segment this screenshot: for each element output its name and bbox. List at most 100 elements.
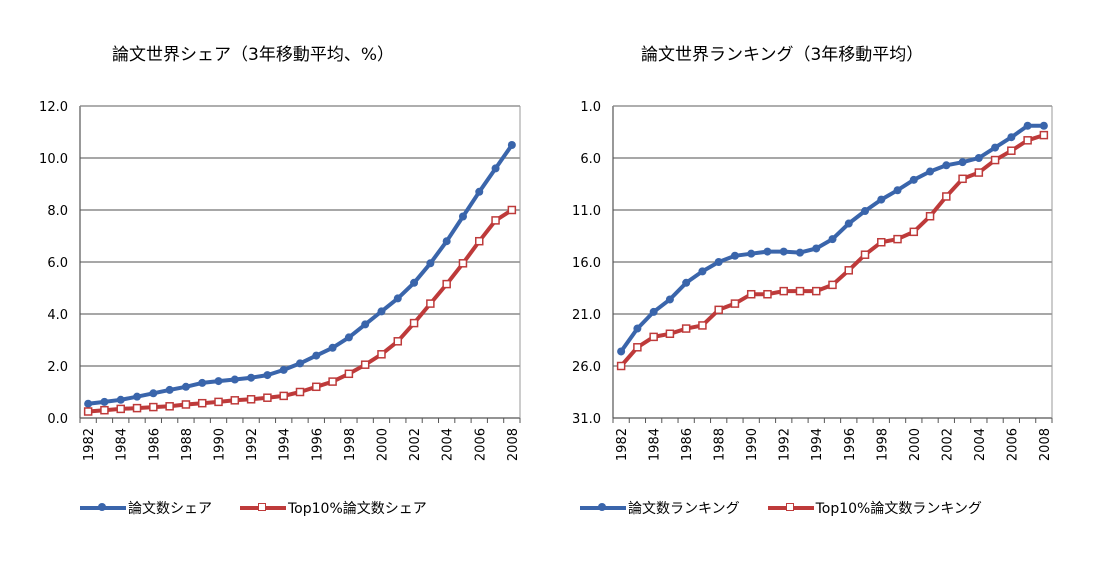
x-tick-label: 1990 xyxy=(745,428,760,461)
data-point xyxy=(909,175,918,184)
data-point xyxy=(165,385,174,394)
legend-label: 論文数シェア xyxy=(128,501,212,517)
data-point xyxy=(779,247,788,256)
data-point xyxy=(149,389,158,398)
x-tick-label: 1996 xyxy=(843,428,858,461)
data-point xyxy=(458,212,467,221)
x-tick-label: 2008 xyxy=(506,428,521,461)
data-point xyxy=(730,251,739,260)
x-tick-label: 2000 xyxy=(908,428,923,461)
data-point xyxy=(116,404,125,414)
x-tick-label: 1994 xyxy=(278,428,293,461)
data-point xyxy=(100,397,109,406)
data-point xyxy=(1007,146,1016,155)
legend-item-paper-share: 論文数シェア xyxy=(80,498,212,518)
left-chart-title: 論文世界シェア（3年移動平均、%） xyxy=(112,45,394,65)
data-point xyxy=(426,299,435,308)
y-tick-label: 6.0 xyxy=(47,256,68,271)
data-point xyxy=(617,347,626,356)
data-point xyxy=(181,382,190,391)
data-point xyxy=(649,307,658,316)
legend-item-top10-share: Top10%論文数シェア xyxy=(240,498,427,518)
y-tick-label: 16.0 xyxy=(572,256,601,271)
x-tick-label: 1984 xyxy=(648,428,663,461)
data-point xyxy=(1007,133,1016,142)
data-point xyxy=(393,294,402,303)
data-point xyxy=(698,267,707,276)
data-point xyxy=(909,227,919,237)
data-point xyxy=(893,234,902,244)
legend-swatch-red-square xyxy=(767,502,814,514)
data-point xyxy=(714,258,723,266)
y-tick-label: 21.0 xyxy=(572,308,601,323)
data-point xyxy=(828,280,837,290)
data-point xyxy=(1023,121,1032,130)
data-point xyxy=(860,250,870,259)
legend-swatch-red-square xyxy=(240,502,286,514)
x-tick-label: 2004 xyxy=(441,428,456,461)
data-point xyxy=(633,343,642,352)
data-point xyxy=(116,395,125,404)
data-point xyxy=(730,299,740,308)
data-point xyxy=(279,391,288,401)
data-point xyxy=(844,219,853,228)
x-tick-label: 1988 xyxy=(180,428,195,461)
x-tick-label: 2006 xyxy=(1005,428,1020,461)
data-point xyxy=(665,295,674,304)
x-tick-label: 1988 xyxy=(713,428,728,461)
y-tick-label: 10.0 xyxy=(39,152,68,167)
data-point xyxy=(507,141,516,149)
data-point xyxy=(312,351,321,360)
data-point xyxy=(942,161,951,170)
data-point xyxy=(942,192,951,201)
y-tick-label: 26.0 xyxy=(572,360,601,375)
legend-item-paper-ranking: 論文数ランキング xyxy=(580,498,740,518)
x-tick-label: 1992 xyxy=(245,428,260,461)
data-point xyxy=(616,361,626,371)
data-point xyxy=(665,329,675,339)
data-point xyxy=(409,318,419,328)
legend-item-top10-ranking: Top10%論文数ランキング xyxy=(767,498,982,518)
data-point xyxy=(198,378,207,387)
data-point xyxy=(458,259,468,268)
data-point xyxy=(214,377,223,386)
x-tick-label: 2002 xyxy=(408,428,423,461)
data-point xyxy=(763,289,772,299)
data-point xyxy=(246,395,256,404)
data-point xyxy=(263,371,272,380)
y-tick-label: 11.0 xyxy=(572,204,601,219)
data-point xyxy=(861,207,870,216)
data-point xyxy=(958,174,967,184)
data-point xyxy=(344,333,353,342)
data-point xyxy=(181,400,191,409)
data-point xyxy=(746,289,756,299)
data-point xyxy=(1023,136,1032,145)
data-point xyxy=(844,266,854,275)
x-tick-label: 1984 xyxy=(115,428,130,461)
data-point xyxy=(296,359,304,368)
data-point xyxy=(698,321,707,330)
data-point xyxy=(926,167,935,176)
data-point xyxy=(328,377,337,386)
data-point xyxy=(877,237,886,247)
data-point xyxy=(165,402,174,411)
data-point xyxy=(633,324,642,333)
data-point xyxy=(893,186,902,195)
data-point xyxy=(991,143,1000,152)
right-chart-legend: 論文数ランキング Top10%論文数ランキング xyxy=(580,498,1010,518)
x-tick-label: 2006 xyxy=(473,428,488,461)
data-point xyxy=(133,392,142,401)
legend-swatch-blue-circle xyxy=(80,502,126,514)
data-point xyxy=(958,158,967,167)
x-tick-label: 1992 xyxy=(778,428,793,461)
data-point xyxy=(475,187,484,196)
legend-label: 論文数ランキング xyxy=(628,501,740,517)
x-tick-label: 1990 xyxy=(213,428,228,461)
legend-label: Top10%論文数シェア xyxy=(288,501,427,517)
data-point xyxy=(714,305,723,315)
data-point xyxy=(475,236,484,246)
x-tick-label: 1998 xyxy=(343,428,358,461)
data-point xyxy=(1039,130,1049,140)
x-tick-label: 2004 xyxy=(973,428,988,461)
x-tick-label: 1998 xyxy=(875,428,890,461)
